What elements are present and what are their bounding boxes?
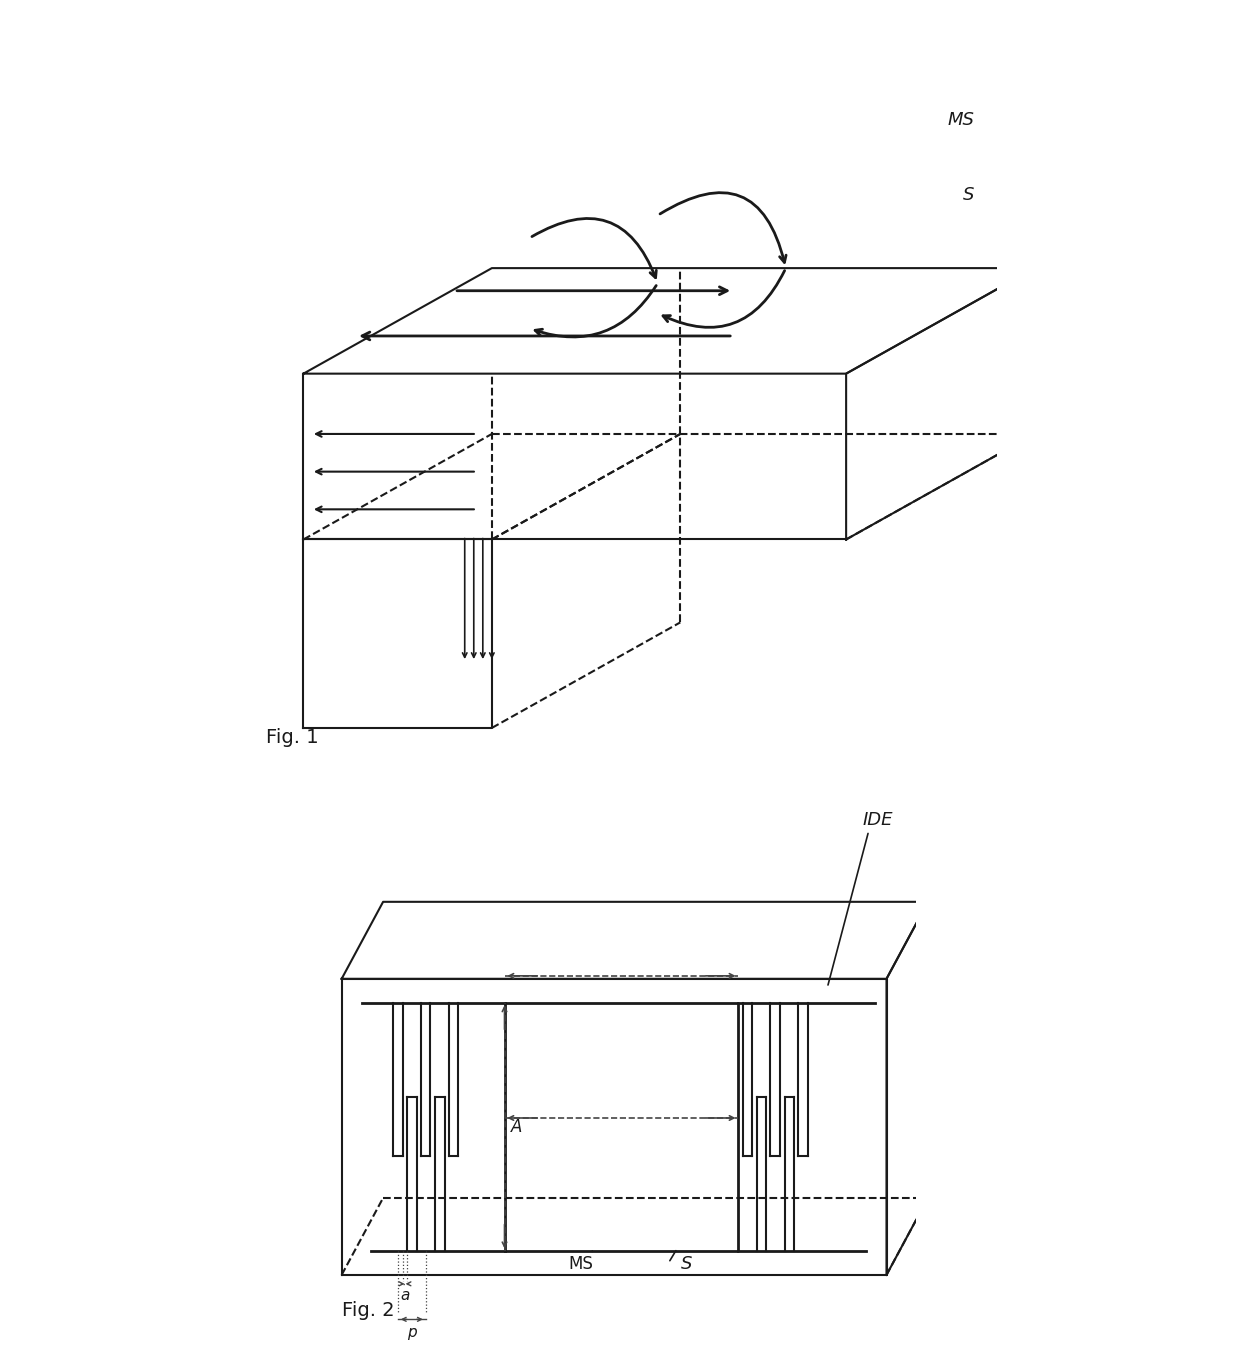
Text: IDE: IDE xyxy=(863,810,893,829)
Text: p: p xyxy=(407,1324,417,1341)
Text: a: a xyxy=(401,1288,409,1303)
Text: Fig. 1: Fig. 1 xyxy=(265,728,319,747)
Text: MS: MS xyxy=(947,110,975,129)
Text: S: S xyxy=(681,1254,692,1273)
Text: A: A xyxy=(511,1119,522,1136)
Text: MS: MS xyxy=(568,1254,593,1273)
Text: S: S xyxy=(963,186,975,205)
Text: Fig. 2: Fig. 2 xyxy=(342,1302,394,1320)
